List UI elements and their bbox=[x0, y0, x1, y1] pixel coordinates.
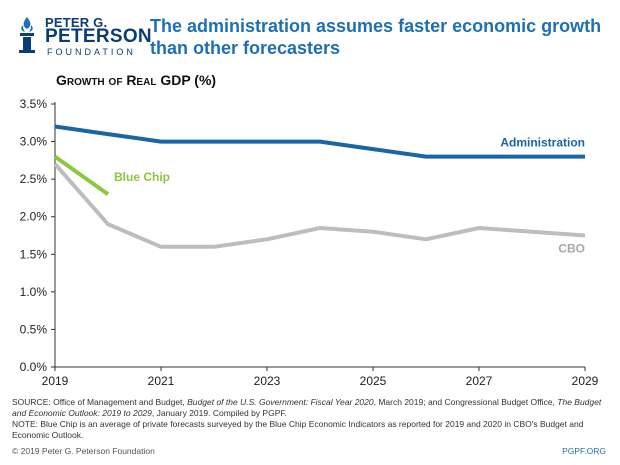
y-tick-label: 0.0% bbox=[20, 360, 48, 374]
torch-icon bbox=[19, 17, 35, 53]
y-tick-label: 3.5% bbox=[20, 97, 48, 111]
series-line-cbo bbox=[53, 162, 586, 249]
series-label-cbo: CBO bbox=[558, 242, 585, 256]
logo-line2: PETERSON bbox=[45, 26, 152, 47]
pgpf-logo: PETER G. PETERSON FOUNDATION bbox=[14, 14, 152, 60]
logo-line1: PETER G. bbox=[45, 15, 108, 30]
y-tick-label: 3.0% bbox=[20, 135, 48, 149]
y-tick-label: 1.5% bbox=[20, 247, 48, 261]
x-tick-label: 2025 bbox=[360, 374, 387, 388]
source-text: SOURCE: Office of Management and Budget,… bbox=[12, 397, 610, 419]
source-notes: SOURCE: Office of Management and Budget,… bbox=[12, 397, 610, 441]
series-label-administration: Administration bbox=[500, 136, 585, 150]
source-mid: , March 2019; and Congressional Budget O… bbox=[373, 397, 558, 407]
x-tick-label: 2019 bbox=[42, 374, 69, 388]
page-headline: The administration assumes faster econom… bbox=[150, 16, 602, 58]
y-tick-label: 1.0% bbox=[20, 285, 48, 299]
chart-title: Growth of Real GDP (%) bbox=[56, 72, 217, 88]
y-tick-label: 2.0% bbox=[20, 210, 48, 224]
x-tick-label: 2029 bbox=[572, 374, 599, 388]
series-label-blue-chip: Blue Chip bbox=[114, 170, 170, 184]
source-suffix: , January 2019. Compiled by PGPF. bbox=[151, 408, 287, 418]
y-tick-label: 2.5% bbox=[20, 172, 48, 186]
y-tick-label: 0.5% bbox=[20, 322, 48, 336]
x-tick-label: 2021 bbox=[148, 374, 175, 388]
copyright: © 2019 Peter G. Peterson Foundation bbox=[12, 446, 155, 456]
note-text: NOTE: Blue Chip is an average of private… bbox=[12, 419, 584, 440]
site-link[interactable]: PGPF.ORG bbox=[562, 446, 606, 456]
source-title-omb: Budget of the U.S. Government: Fiscal Ye… bbox=[187, 397, 374, 407]
series-line-blue-chip bbox=[53, 154, 110, 196]
line-chart: 0.0% 0.5% 1.0% 1.5% 2.0% 2.5% 3.0% 3.5% 2019 2021… bbox=[20, 97, 599, 388]
source-prefix: SOURCE: Office of Management and Budget, bbox=[12, 397, 188, 407]
source-title-cbo: The Budget and Economic Outlook: 2019 to… bbox=[12, 397, 602, 418]
series-line-administration bbox=[54, 124, 585, 159]
x-tick-label: 2023 bbox=[254, 374, 281, 388]
x-tick-label: 2027 bbox=[466, 374, 493, 388]
logo-line3: FOUNDATION bbox=[47, 47, 136, 57]
